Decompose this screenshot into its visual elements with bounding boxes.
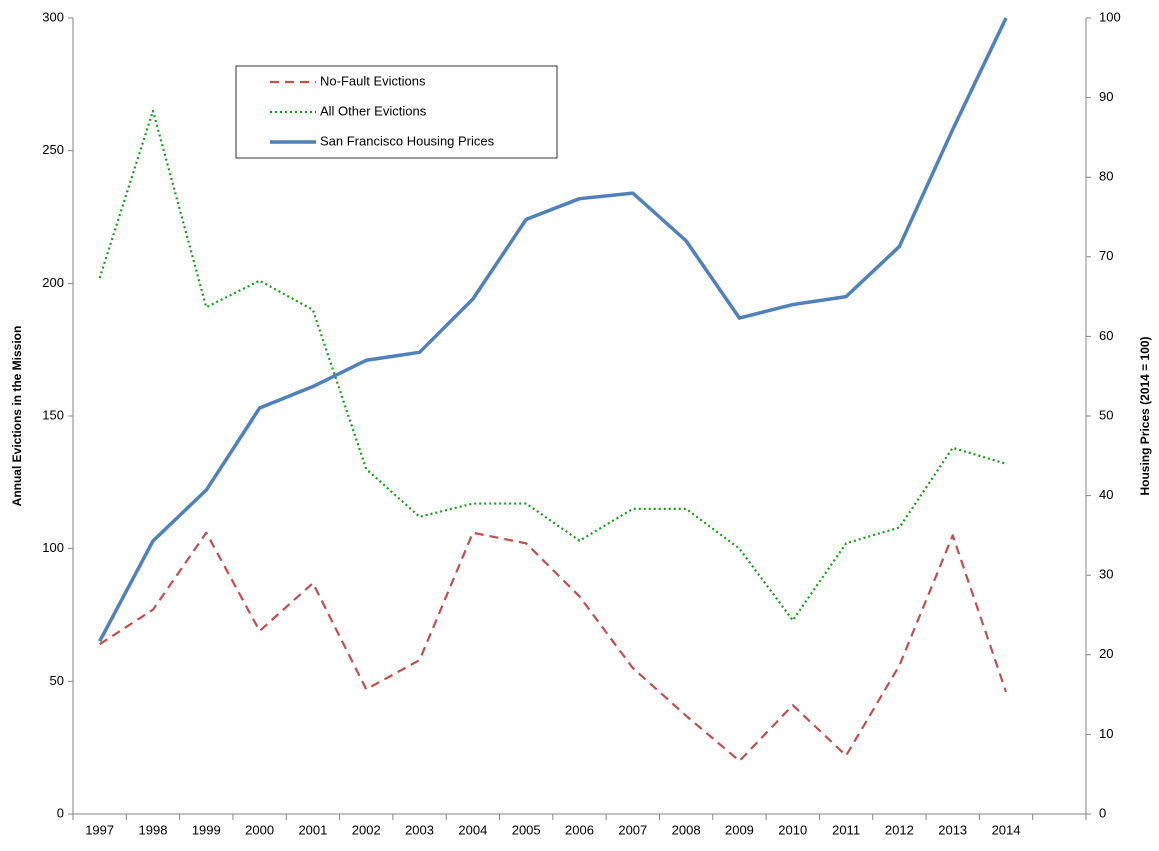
y2-tick-label: 40 (1099, 487, 1113, 502)
y2-tick-label: 50 (1099, 407, 1113, 422)
y-tick-label: 100 (42, 540, 64, 555)
legend-label: San Francisco Housing Prices (320, 133, 495, 148)
x-tick-label: 2003 (405, 822, 434, 837)
y-tick-label: 0 (57, 805, 64, 820)
x-tick-label: 2008 (672, 822, 701, 837)
series-line (98, 109, 1007, 622)
y-tick-label: 300 (42, 9, 64, 24)
legend-label: All Other Evictions (320, 103, 427, 118)
x-tick-label: 2012 (885, 822, 914, 837)
y2-tick-label: 10 (1099, 726, 1113, 741)
x-tick-label: 2001 (298, 822, 327, 837)
y-tick-label: 250 (42, 142, 64, 157)
x-tick-label: 2009 (725, 822, 754, 837)
y2-tick-label: 90 (1099, 89, 1113, 104)
x-tick-label: 2007 (618, 822, 647, 837)
x-tick-label: 1998 (139, 822, 168, 837)
y-axis-title: Annual Evictions in the Mission (10, 326, 24, 507)
y2-tick-label: 60 (1099, 328, 1113, 343)
y2-tick-label: 80 (1099, 169, 1113, 184)
y2-tick-label: 70 (1099, 248, 1113, 263)
y2-tick-label: 100 (1099, 9, 1121, 24)
x-tick-label: 2002 (352, 822, 381, 837)
x-tick-label: 2014 (992, 822, 1021, 837)
y2-tick-label: 30 (1099, 567, 1113, 582)
legend-label: No-Fault Evictions (320, 73, 426, 88)
x-tick-label: 1999 (192, 822, 221, 837)
x-tick-label: 2011 (832, 822, 860, 837)
x-tick-label: 2000 (245, 822, 274, 837)
y-tick-label: 150 (42, 407, 64, 422)
y-tick-label: 200 (42, 275, 64, 290)
series-line (99, 531, 1008, 763)
x-tick-label: 1997 (85, 822, 114, 837)
x-tick-label: 2004 (458, 822, 487, 837)
x-tick-label: 2006 (565, 822, 594, 837)
series-line (98, 17, 1008, 643)
y-tick-label: 50 (50, 673, 64, 688)
x-tick-label: 2005 (512, 822, 541, 837)
y2-tick-label: 20 (1099, 646, 1113, 661)
y2-axis-title: Housing Prices (2014 = 100) (1138, 336, 1152, 495)
y2-tick-label: 0 (1099, 805, 1106, 820)
x-tick-label: 2013 (938, 822, 967, 837)
x-tick-label: 2010 (778, 822, 807, 837)
